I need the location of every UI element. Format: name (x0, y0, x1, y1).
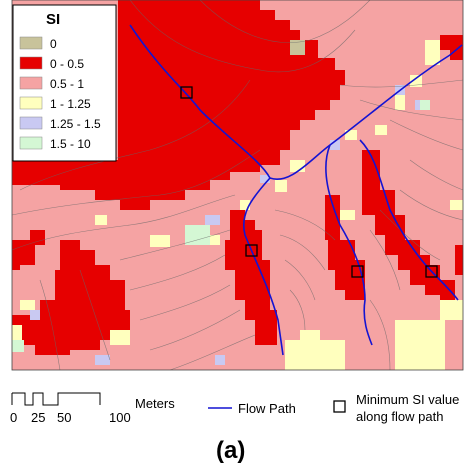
figure-caption: (a) (216, 437, 245, 464)
flow-path-center (243, 177, 284, 356)
legend-label-4: 1.25 - 1.5 (50, 117, 101, 131)
si-legend: SI 0 0 - 0.5 0.5 - 1 1 - 1.25 1.25 - 1.5 1.5 … (12, 4, 117, 162)
legend-swatch-3 (19, 96, 43, 110)
si-class-0-patch (290, 40, 305, 55)
min-si-marker-1 (180, 86, 193, 99)
legend-swatch-2 (19, 76, 43, 90)
scale-bar (12, 393, 101, 405)
legend-label-0: 0 (50, 37, 57, 51)
minimum-si-markers (180, 86, 438, 278)
legend-label-3: 1 - 1.25 (50, 97, 91, 111)
min-si-marker-3 (351, 265, 364, 278)
legend-label-1: 0 - 0.5 (50, 57, 84, 71)
si-class-0-0.5-zone-center (225, 210, 277, 345)
scale-tick-100: 100 (109, 410, 131, 425)
si-class-0-0.5-zone-right-top (440, 35, 463, 60)
contour-lines (11, 0, 464, 371)
si-class-0-0.5-zone-lower-left (12, 240, 130, 355)
scale-tick-50: 50 (57, 410, 71, 425)
min-si-marker-2 (245, 244, 258, 257)
si-class-0-0.5-zone-right-small (455, 245, 463, 275)
si-class-0-0.5-zone-mid (325, 195, 365, 300)
flow-paths (129, 24, 463, 356)
legend-swatch-5 (19, 136, 43, 150)
minimum-marker-legend-icon (333, 400, 346, 413)
legend-label-2: 0.5 - 1 (50, 77, 84, 91)
scale-tick-0: 0 (10, 410, 17, 425)
legend-label-5: 1.5 - 10 (50, 137, 91, 151)
si-class-0-0.5-zone-left-edge (12, 230, 45, 270)
legend-swatch-1 (19, 56, 43, 70)
legend-swatch-0 (19, 36, 43, 50)
scale-unit: Meters (135, 396, 175, 411)
legend-title: SI (46, 11, 60, 28)
map-panel (11, 0, 464, 371)
minimum-marker-legend-label-line2: along flow path (356, 409, 443, 424)
flow-path-legend-label: Flow Path (238, 401, 296, 416)
flow-path-middle (325, 144, 373, 346)
si-class-1.5-10-patches (12, 100, 430, 352)
scale-tick-25: 25 (31, 410, 45, 425)
si-class-1-1.25-patches (12, 40, 463, 370)
minimum-marker-legend-label-line1: Minimum SI value (356, 392, 459, 407)
min-si-marker-4 (425, 265, 438, 278)
flow-path-main (129, 24, 463, 180)
flow-path-right (359, 139, 459, 301)
si-class-0-0.5-zone-upper (12, 0, 345, 210)
legend-swatch-4 (19, 116, 43, 130)
map-border (11, 0, 464, 371)
